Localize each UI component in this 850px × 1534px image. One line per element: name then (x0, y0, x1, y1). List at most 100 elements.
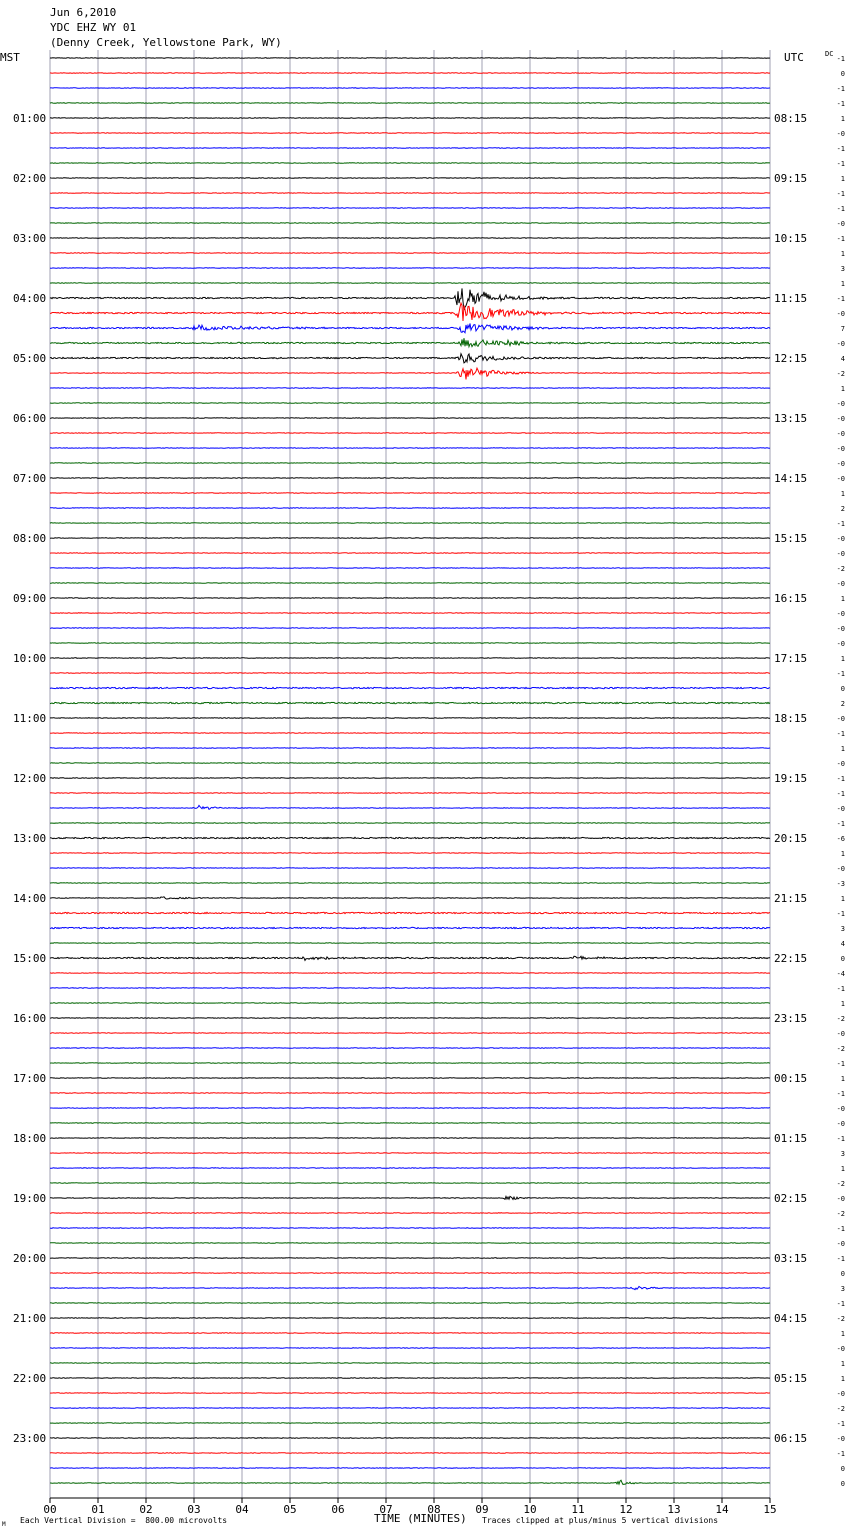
dc-offset-label: 1 (841, 1000, 845, 1008)
dc-offset-label: 1 (841, 595, 845, 603)
dc-offset-label: -1 (837, 1090, 845, 1098)
seismogram-trace (50, 1194, 771, 1201)
mst-hour-label: 01:00 (13, 112, 46, 125)
seismogram-trace (49, 492, 770, 494)
seismogram-trace (49, 717, 770, 719)
seismogram-trace (50, 852, 771, 854)
dc-offset-label: 0 (841, 685, 845, 693)
dc-offset-label: 1 (841, 745, 845, 753)
seismogram-trace (49, 1062, 771, 1064)
seismogram-trace (49, 522, 770, 524)
dc-offset-label: 3 (841, 1285, 845, 1293)
utc-hour-label: 01:15 (774, 1132, 807, 1145)
seismogram-trace (49, 686, 771, 690)
x-tick-label: 11 (571, 1503, 584, 1516)
seismogram-trace (49, 352, 771, 364)
seismogram-trace (49, 162, 770, 164)
scale-note: Each Vertical Division = 800.00 microvol… (20, 1516, 227, 1525)
seismogram-trace (49, 1077, 771, 1079)
dc-offset-label: -0 (837, 400, 845, 408)
seismogram-trace (49, 1152, 771, 1154)
seismogram-trace (50, 672, 770, 674)
seismogram-trace (50, 1407, 771, 1409)
x-tick-label: 03 (187, 1503, 200, 1516)
seismogram-trace (49, 642, 771, 644)
seismogram-trace (49, 1392, 770, 1394)
utc-hour-label: 19:15 (774, 772, 807, 785)
seismogram-trace (49, 117, 771, 119)
mst-hour-label: 14:00 (13, 892, 46, 905)
dc-offset-label: -0 (837, 610, 845, 618)
seismogram-trace (49, 867, 771, 869)
dc-offset-label: -0 (837, 1120, 845, 1128)
dc-offset-label: -4 (837, 970, 845, 978)
utc-hour-label: 11:15 (774, 292, 807, 305)
dc-offset-label: -2 (837, 1210, 845, 1218)
utc-hour-label: 08:15 (774, 112, 807, 125)
seismogram-trace (49, 237, 771, 239)
dc-offset-label: -0 (837, 1030, 845, 1038)
x-tick-label: 04 (235, 1503, 249, 1516)
utc-hour-label: 13:15 (774, 412, 807, 425)
dc-offset-label: -2 (837, 1180, 845, 1188)
dc-offset-label: -2 (837, 1045, 845, 1053)
dc-offset-label: -0 (837, 415, 845, 423)
mst-hour-label: 20:00 (13, 1252, 46, 1265)
dc-offset-label: -1 (837, 910, 845, 918)
dc-offset-label: 3 (841, 1150, 845, 1158)
seismogram-trace (49, 72, 771, 74)
mst-hour-label: 02:00 (13, 172, 46, 185)
dc-offset-label: -0 (837, 430, 845, 438)
dc-offset-label: -2 (837, 370, 845, 378)
seismogram-trace (49, 57, 771, 59)
mst-hour-label: 10:00 (13, 652, 46, 665)
dc-offset-label: -0 (837, 310, 845, 318)
dc-offset-label: 1 (841, 850, 845, 858)
seismogram-trace (49, 1017, 771, 1019)
mst-hour-label: 19:00 (13, 1192, 46, 1205)
seismogram-trace (49, 462, 771, 464)
seismogram-trace (49, 804, 771, 810)
utc-hour-label: 04:15 (774, 1312, 807, 1325)
seismogram-trace (49, 987, 771, 989)
dc-label: DC (825, 50, 833, 58)
seismogram-trace (49, 612, 771, 614)
dc-offset-label: -1 (837, 775, 845, 783)
x-tick-label: 14 (715, 1503, 729, 1516)
dc-offset-label: 3 (841, 265, 845, 273)
dc-offset-label: 1 (841, 250, 845, 258)
utc-hour-label: 10:15 (774, 232, 807, 245)
seismogram-trace (49, 792, 771, 794)
dc-offset-label: -0 (837, 805, 845, 813)
dc-offset-label: 3 (841, 925, 845, 933)
seismogram-trace (50, 87, 771, 89)
seismogram-trace (49, 192, 771, 194)
seismogram-trace (49, 267, 771, 269)
seismogram-trace (49, 338, 771, 349)
seismogram-trace (49, 732, 770, 734)
seismogram-trace (49, 836, 771, 840)
seismogram-trace (50, 627, 771, 629)
dc-offset-label: 1 (841, 175, 845, 183)
seismogram-trace (49, 1047, 771, 1049)
utc-hour-label: 00:15 (774, 1072, 807, 1085)
dc-offset-label: 1 (841, 1075, 845, 1083)
seismogram-trace (50, 597, 771, 599)
utc-hour-label: 02:15 (774, 1192, 807, 1205)
dc-offset-label: -0 (837, 1105, 845, 1113)
dc-offset-label: -0 (837, 1390, 845, 1398)
seismogram-trace (50, 1107, 770, 1109)
seismogram-trace (49, 911, 771, 915)
seismogram-trace (49, 1302, 771, 1304)
dc-offset-label: -1 (837, 520, 845, 528)
dc-offset-label: -0 (837, 865, 845, 873)
seismogram-trace (49, 252, 771, 254)
seismogram-trace (49, 1362, 771, 1364)
seismogram-trace (49, 282, 771, 284)
seismogram-trace (49, 447, 771, 449)
seismogram-trace (49, 301, 771, 322)
x-axis-ticks: 00 01 02 03 04 05 06 07 08 09 10 11 12 13 14 15 (43, 1498, 777, 1516)
dc-offset-label: -0 (837, 640, 845, 648)
dc-offset-label: 2 (841, 505, 845, 513)
dc-offset-label: -1 (837, 1135, 845, 1143)
